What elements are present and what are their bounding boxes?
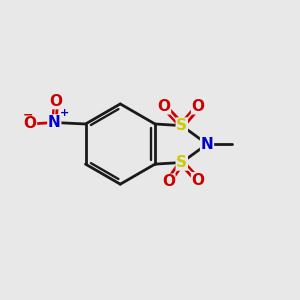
Text: +: + bbox=[60, 108, 70, 118]
Text: S: S bbox=[176, 118, 187, 133]
Text: O: O bbox=[23, 116, 36, 131]
Text: S: S bbox=[176, 155, 187, 170]
Text: N: N bbox=[48, 115, 61, 130]
Text: O: O bbox=[192, 99, 205, 114]
Text: O: O bbox=[162, 174, 175, 189]
Text: N: N bbox=[201, 136, 213, 152]
Text: O: O bbox=[192, 173, 205, 188]
Text: −: − bbox=[22, 108, 33, 121]
Text: O: O bbox=[158, 99, 170, 114]
Text: O: O bbox=[49, 94, 62, 109]
